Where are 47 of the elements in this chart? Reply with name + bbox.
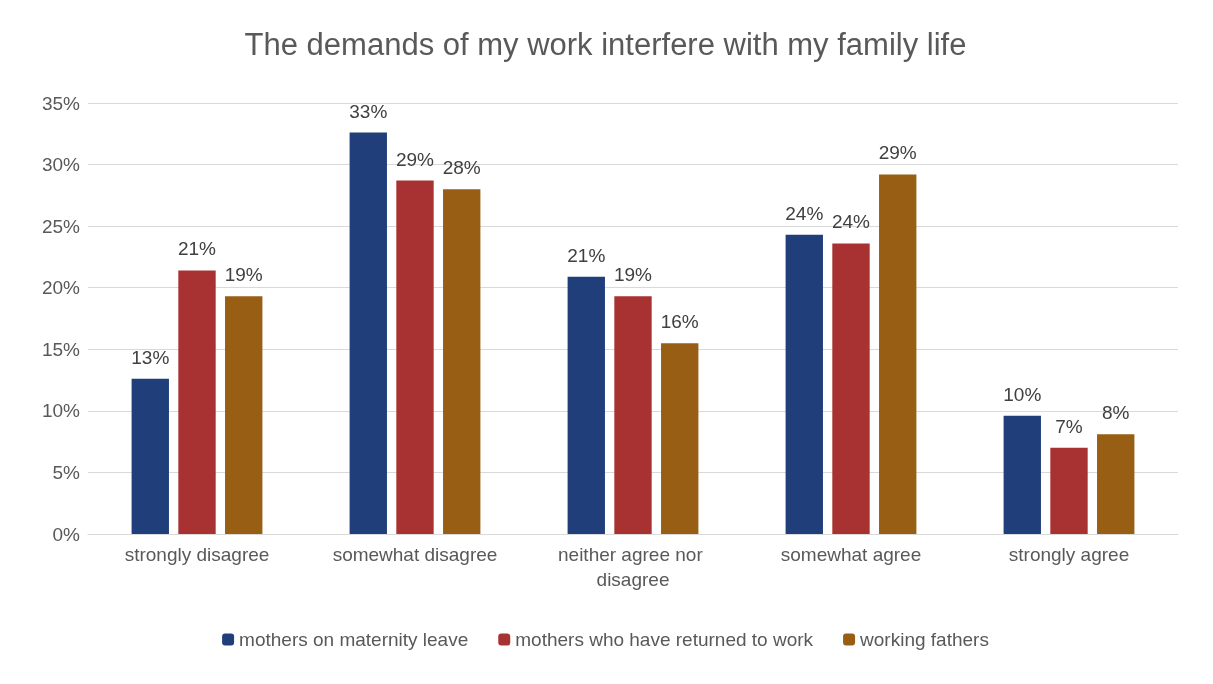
y-tick-label: 0%	[52, 523, 81, 545]
x-tick-label: neither agree nor disagree	[558, 544, 708, 590]
legend-label: working fathers	[859, 629, 989, 650]
data-label: 29%	[878, 142, 917, 164]
data-label: 29%	[395, 148, 435, 170]
bar	[225, 296, 263, 534]
x-tick-label: strongly disagree	[124, 544, 270, 565]
bar	[349, 132, 387, 534]
y-tick-label: 30%	[41, 154, 81, 176]
legend-label: mothers on maternity leave	[239, 629, 469, 650]
legend-label: mothers who have returned to work	[515, 629, 814, 650]
bar	[443, 189, 481, 534]
bar	[661, 343, 699, 534]
y-tick-label: 20%	[41, 277, 81, 299]
x-tick-label: somewhat disagree	[332, 544, 498, 565]
bar	[832, 243, 870, 534]
y-tick-label: 35%	[41, 92, 81, 114]
bar	[1097, 434, 1135, 534]
data-label: 19%	[613, 264, 653, 286]
x-tick-label: strongly agree	[1008, 544, 1130, 565]
bar	[785, 234, 823, 534]
data-label: 21%	[177, 238, 217, 260]
data-label: 28%	[442, 157, 481, 179]
data-label: 13%	[131, 346, 170, 368]
data-label: 24%	[831, 211, 871, 233]
data-label: 24%	[785, 202, 824, 224]
bar	[614, 296, 652, 534]
data-label: 33%	[349, 100, 388, 122]
data-label: 10%	[1003, 383, 1042, 405]
data-label: 16%	[660, 311, 699, 333]
y-tick-label: 15%	[41, 338, 81, 360]
y-tick-label: 25%	[41, 215, 81, 237]
data-label: 7%	[1055, 415, 1083, 437]
bar	[131, 378, 169, 534]
y-tick-label: 10%	[41, 400, 81, 422]
bar	[396, 180, 434, 534]
bar	[879, 174, 917, 534]
bar	[567, 276, 605, 534]
data-label: 19%	[224, 264, 263, 286]
chart-title: The demands of my work interfere with my family life	[244, 27, 967, 62]
bar	[178, 270, 216, 534]
y-tick-label: 5%	[52, 461, 81, 483]
bar	[1003, 415, 1041, 534]
data-label: 21%	[567, 244, 606, 266]
x-tick-label: somewhat agree	[780, 544, 922, 565]
bar	[1050, 447, 1088, 534]
data-label: 8%	[1101, 402, 1130, 424]
